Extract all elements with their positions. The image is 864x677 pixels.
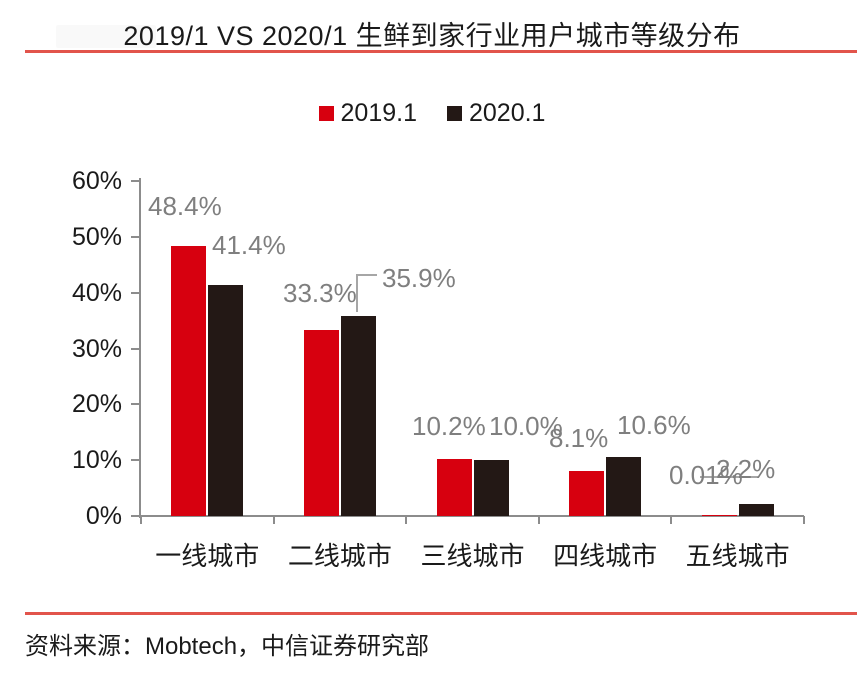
legend-label-2020: 2020.1 xyxy=(469,99,546,127)
bar-2020.1-三线城市 xyxy=(473,460,509,516)
bar-2019.1-四线城市 xyxy=(569,470,605,516)
y-tick-mark xyxy=(131,180,139,182)
x-tick-mark xyxy=(272,516,275,524)
y-axis-line xyxy=(139,178,141,518)
legend-swatch-2020-icon xyxy=(447,106,462,121)
y-tick-label: 20% xyxy=(71,390,122,419)
legend-item-2019: 2019.1 xyxy=(318,99,417,128)
bar-2020.1-五线城市 xyxy=(738,503,774,516)
y-tick-mark xyxy=(131,291,139,294)
data-label-2020.1-二线城市: 35.9% xyxy=(382,263,456,293)
x-axis-line xyxy=(139,515,804,517)
bar-2019.1-二线城市 xyxy=(303,330,339,516)
title-underline-rule xyxy=(25,50,857,53)
y-tick-label: 30% xyxy=(71,334,122,363)
chart-title: 2019/1 VS 2020/1 生鲜到家行业用户城市等级分布 xyxy=(123,21,741,51)
data-label-2020.1-五线城市: 2.2% xyxy=(716,454,776,484)
y-tick-label: 10% xyxy=(71,446,122,475)
data-label-2019.1-三线城市: 10.2% xyxy=(412,411,486,441)
y-tick-label: 0% xyxy=(85,502,122,530)
data-label-2020.1-三线城市: 10.0% xyxy=(489,411,563,441)
legend-label-2019: 2019.1 xyxy=(340,99,417,127)
x-category-label: 一线城市 xyxy=(155,541,260,571)
bar-2019.1-五线城市 xyxy=(701,514,737,516)
data-label-2019.1-四线城市: 8.1% xyxy=(549,423,609,453)
data-label-2019.1-五线城市: 0.01% xyxy=(669,460,743,490)
legend-swatch-2019-icon xyxy=(318,106,334,121)
bar-2020.1-二线城市 xyxy=(340,315,376,516)
source-note: 资料来源：Mobtech，中信证券研究部 xyxy=(25,633,430,660)
x-tick-mark xyxy=(803,516,805,524)
data-label-leader-line xyxy=(356,274,358,312)
faded-label-area xyxy=(56,25,156,48)
data-label-2020.1-四线城市: 10.6% xyxy=(617,410,691,440)
bar-2019.1-一线城市 xyxy=(171,245,207,516)
y-tick-label: 60% xyxy=(71,167,122,195)
data-label-leader-line xyxy=(700,476,758,478)
bar-2020.1-四线城市 xyxy=(606,456,642,516)
y-tick-mark xyxy=(131,459,139,462)
x-category-label: 二线城市 xyxy=(287,541,392,571)
data-label-2019.1-二线城市: 33.3% xyxy=(283,278,357,308)
y-tick-mark xyxy=(131,403,139,406)
data-label-2019.1-一线城市: 48.4% xyxy=(148,191,222,221)
data-label-leader-line xyxy=(356,274,377,276)
y-tick-mark xyxy=(131,235,139,238)
data-label-2020.1-一线城市: 41.4% xyxy=(212,230,286,260)
y-tick-label: 40% xyxy=(71,278,122,307)
x-category-label: 三线城市 xyxy=(420,541,525,571)
footer-rule xyxy=(25,612,857,615)
x-tick-mark xyxy=(405,516,408,524)
y-tick-label: 50% xyxy=(71,222,122,251)
y-tick-mark xyxy=(131,347,139,350)
x-category-label: 五线城市 xyxy=(685,541,790,571)
legend: 2019.1 2020.1 xyxy=(0,99,864,128)
bar-2020.1-一线城市 xyxy=(208,284,244,516)
legend-item-2020: 2020.1 xyxy=(447,99,545,128)
x-tick-mark xyxy=(670,516,673,524)
x-tick-mark xyxy=(537,516,540,524)
y-tick-mark xyxy=(131,515,139,517)
x-category-label: 四线城市 xyxy=(553,541,658,571)
x-tick-mark xyxy=(140,516,142,524)
bar-2019.1-三线城市 xyxy=(436,459,472,516)
